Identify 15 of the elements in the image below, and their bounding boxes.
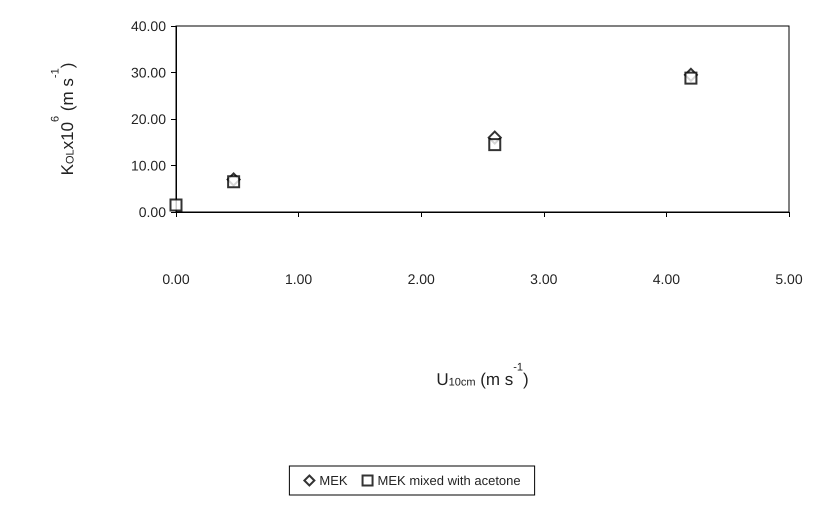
- x-tick-label: 5.00: [775, 271, 803, 287]
- x-tick-label: 3.00: [530, 271, 558, 287]
- x-tick-label: 1.00: [284, 271, 312, 287]
- y-axis-title: KOLx106 (m s-1): [50, 62, 77, 176]
- y-tick-label: 10.00: [130, 158, 166, 174]
- legend-label: MEK mixed with acetone: [378, 473, 521, 488]
- y-tick-label: 30.00: [130, 64, 166, 80]
- y-tick-label: 20.00: [130, 111, 166, 127]
- x-axis-title: U10cm (m s-1): [436, 362, 529, 389]
- x-tick-label: 0.00: [162, 271, 190, 287]
- x-tick-label: 4.00: [652, 271, 680, 287]
- y-tick-label: 0.00: [138, 204, 166, 220]
- y-tick-label: 40.00: [130, 18, 166, 34]
- x-tick-label: 2.00: [408, 271, 436, 287]
- legend-label: MEK: [319, 473, 348, 488]
